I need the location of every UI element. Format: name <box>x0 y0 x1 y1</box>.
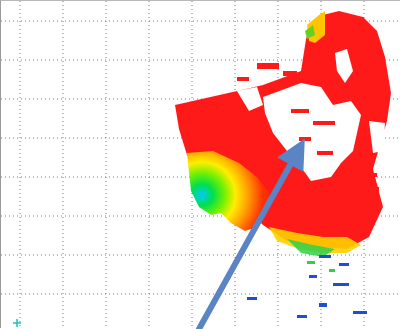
sparse-green-returns <box>307 261 335 272</box>
gradient-echo-region <box>187 151 269 231</box>
void-region-3 <box>369 121 385 153</box>
top-fringe-green <box>305 25 315 39</box>
direction-arrow <box>196 138 305 329</box>
void-region-1 <box>263 83 361 181</box>
radar-returns <box>175 11 391 318</box>
sparse-blue-returns <box>247 255 367 318</box>
echo-streaks <box>237 63 379 191</box>
lower-edge-band <box>269 227 361 253</box>
origin-marker-icon <box>13 319 21 327</box>
void-region-4 <box>237 87 263 111</box>
lower-edge-green <box>287 239 335 257</box>
void-region-2 <box>335 49 353 83</box>
